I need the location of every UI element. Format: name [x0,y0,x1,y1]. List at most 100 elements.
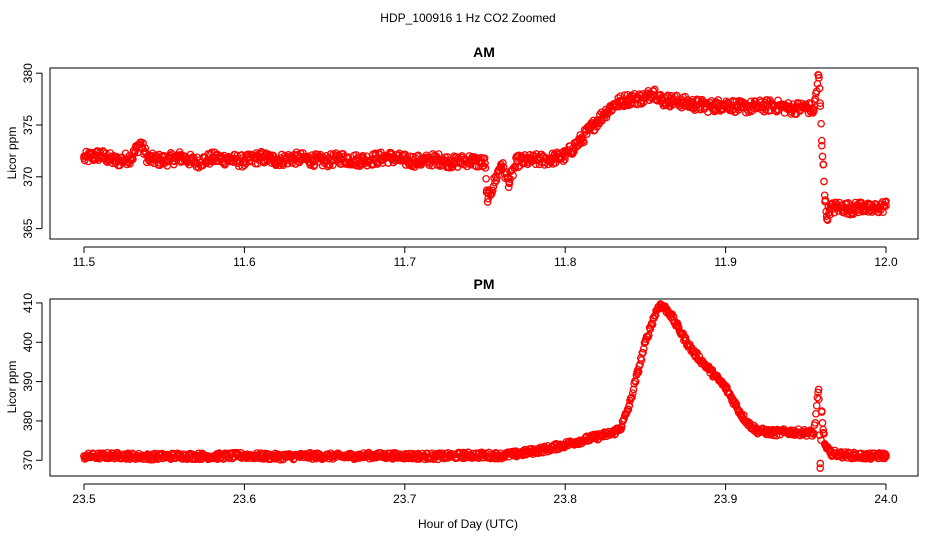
panel-pm-title: PM [474,276,495,292]
data-point [256,153,265,161]
data-point [625,401,634,410]
data-point [545,155,554,164]
data-point [577,436,586,445]
data-point [400,452,409,460]
data-point [628,389,637,398]
data-point [737,103,746,112]
data-point [769,428,778,437]
data-point [816,102,825,111]
y-tick-label: 370 [21,450,35,470]
data-point [816,99,825,108]
x-tick-label: 23.9 [714,492,738,506]
data-point [812,401,821,410]
data-point [112,157,120,166]
data-point [368,155,377,164]
data-point [679,329,687,338]
data-point [272,156,281,165]
data-point [499,159,507,167]
data-point [785,428,794,436]
data-point [504,183,513,192]
data-point [80,452,88,461]
data-point [484,194,493,203]
x-tick-label: 11.6 [233,255,256,269]
data-point [882,451,890,460]
data-point [785,104,794,113]
data-point [874,204,882,212]
data-point [624,405,633,414]
data-point [400,156,409,165]
data-point [769,101,778,110]
data-point [240,157,249,166]
data-point [834,450,842,459]
data-point [513,157,521,166]
data-point [681,336,690,345]
data-point [208,154,217,163]
data-point [811,95,820,103]
panel-pm-x-axis: 23.5 23.6 23.7 23.8 23.9 24.0 [72,483,898,506]
x-tick-label: 23.6 [233,492,257,506]
data-point [858,201,866,210]
x-tick-label: 11.5 [73,255,96,269]
data-point [144,155,153,164]
y-tick-label: 375 [21,115,35,135]
data-point [813,393,822,402]
data-point [866,452,874,461]
data-point [819,425,828,434]
data-point [505,178,513,186]
data-point [801,103,810,112]
data-point [721,100,730,109]
data-point [497,451,505,460]
data-point [481,159,489,168]
data-point [753,426,762,435]
data-point [192,158,201,167]
data-point [561,440,570,449]
y-tick-label: 400 [21,332,35,352]
y-tick-label: 380 [21,63,35,83]
x-tick-label: 11.8 [554,255,577,269]
y-tick-label: 390 [21,371,35,391]
x-tick-label: 24.0 [874,492,898,506]
data-point [434,150,443,158]
x-tick-label: 23.7 [393,492,417,506]
data-point [569,143,578,152]
data-point [809,105,818,114]
data-point [545,444,554,453]
data-point [482,174,490,183]
data-point [353,161,361,170]
data-point [822,212,831,221]
data-point [721,383,730,392]
data-point [649,314,658,323]
data-point [483,198,492,206]
data-point [141,144,150,153]
data-point [818,419,827,427]
data-point [449,158,457,167]
data-point [641,338,650,347]
data-point [620,91,629,99]
data-point [673,97,682,106]
data-point [328,161,337,170]
data-point [815,395,823,404]
data-point [826,205,834,213]
data-point [637,100,646,108]
data-point [819,160,828,169]
data-point [617,97,626,106]
data-point [737,411,746,419]
data-point [176,153,185,161]
data-point [585,126,594,135]
data-point [816,459,825,468]
data-point [609,428,618,437]
figure-suptitle: HDP_100916 1 Hz CO2 Zoomed [380,11,555,25]
data-point [577,135,586,144]
data-point [817,407,826,415]
data-point [288,154,297,163]
data-point [809,429,818,438]
data-point [882,201,890,210]
data-point [513,450,521,458]
data-point [176,452,185,460]
data-point [144,452,153,461]
panel-am-x-axis: 11.5 11.6 11.7 11.8 11.9 12.0 [73,246,898,269]
data-point [763,96,771,104]
data-point [128,153,136,161]
data-point [509,171,517,180]
